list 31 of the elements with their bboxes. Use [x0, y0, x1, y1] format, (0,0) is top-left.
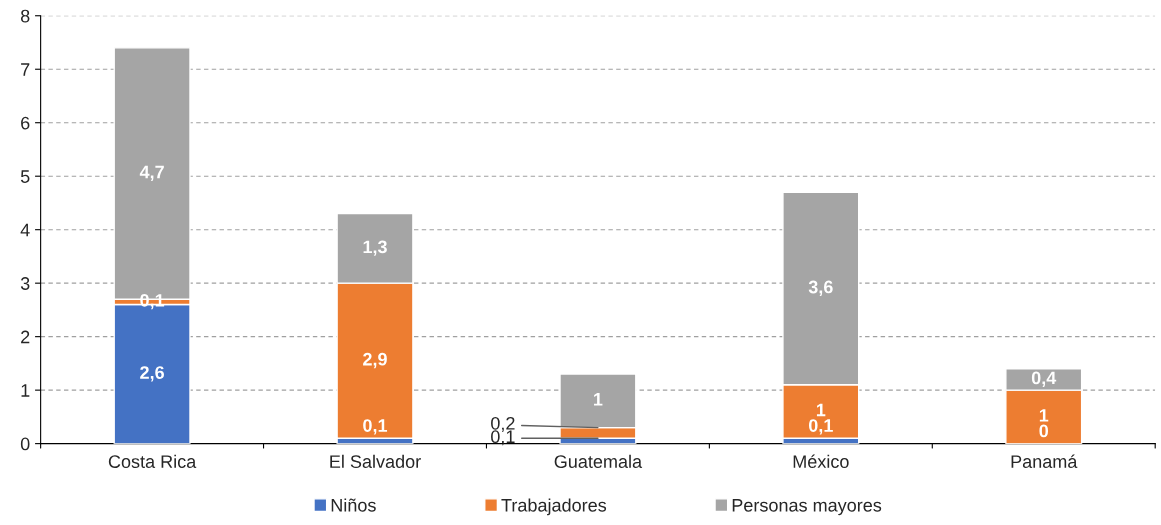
y-tick-label: 4 [20, 223, 30, 237]
data-label: 2,9 [363, 352, 387, 369]
data-label: 1 [594, 393, 603, 406]
y-tick-label: 2 [21, 330, 30, 344]
y-tick-label: 6 [21, 116, 30, 130]
y-tick-label: 8 [20, 9, 30, 23]
data-label: 1 [816, 403, 826, 417]
data-label: 2,6 [140, 366, 164, 382]
x-tick-label: México [793, 454, 849, 468]
y-tick-label: 0 [20, 437, 30, 451]
y-tick-label: 7 [21, 63, 30, 76]
y-tick-label: 5 [20, 170, 30, 183]
data-label: 3,6 [808, 280, 833, 296]
data-label: 4,7 [139, 165, 164, 181]
data-label: 1 [1039, 409, 1049, 422]
legend-label: Trabajadores [501, 498, 607, 516]
data-label: 0,4 [1031, 371, 1057, 387]
x-tick-label: Panamá [1011, 454, 1078, 468]
y-tick-label: 1 [21, 384, 30, 397]
y-tick-label: 3 [20, 277, 30, 290]
x-tick-label: Guatemala [554, 454, 643, 468]
x-tick-label: El Salvador [330, 454, 421, 468]
x-tick-label: Costa Rica [108, 454, 197, 468]
legend-label: Personas mayores [732, 499, 882, 516]
annotation: 0,2 [491, 416, 515, 432]
data-label: 0 [1039, 424, 1049, 438]
data-label: 1,3 [363, 240, 387, 256]
annotation: 0,1 [491, 430, 515, 446]
data-label: 0,1 [808, 419, 833, 435]
data-label: 0,1 [363, 419, 388, 435]
legend-label: Niños [331, 498, 376, 512]
